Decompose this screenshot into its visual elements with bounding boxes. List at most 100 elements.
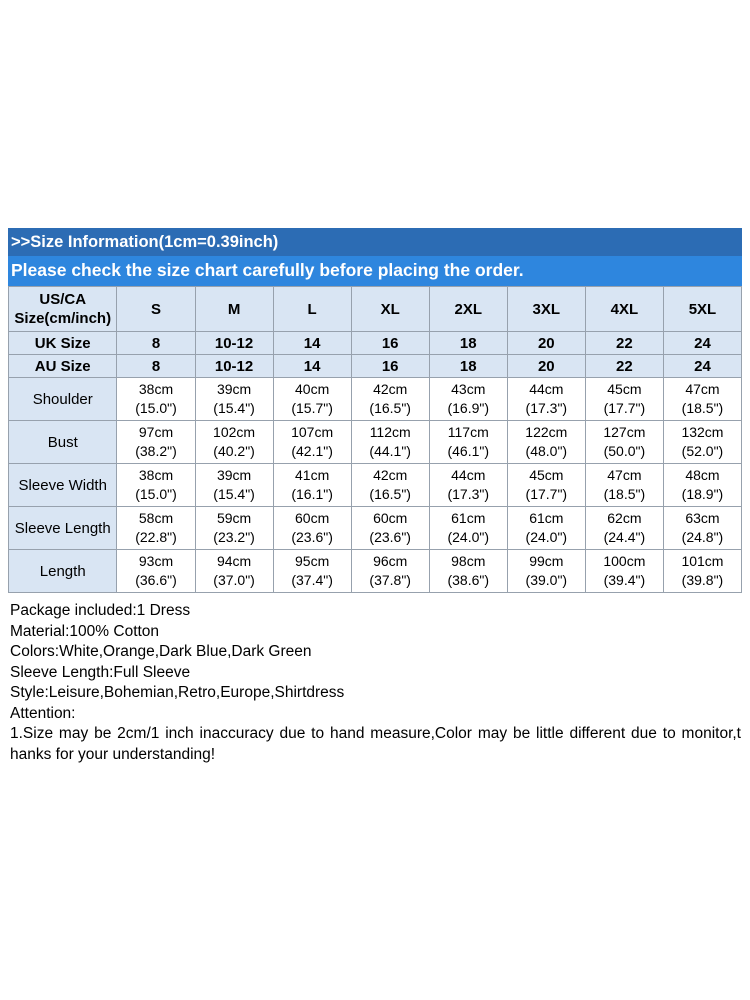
cm-value: 102cm xyxy=(213,424,256,440)
region-size-value: 8 xyxy=(116,354,196,378)
inch-value: (24.0") xyxy=(525,529,568,545)
inch-value: (17.3") xyxy=(447,486,490,502)
inch-value: (39.8") xyxy=(681,572,724,588)
details-line: Colors:White,Orange,Dark Blue,Dark Green xyxy=(10,643,312,660)
inch-value: (36.6") xyxy=(135,572,177,588)
measurement-cell: 61cm (24.0") xyxy=(428,506,508,550)
inch-value: (17.7") xyxy=(603,400,646,416)
inch-value: (37.0") xyxy=(213,572,255,588)
inch-value: (16.5") xyxy=(369,486,411,502)
cm-value: 38cm xyxy=(138,467,174,483)
size-column-header: S xyxy=(116,286,196,332)
measurement-cell: 117cm (46.1") xyxy=(428,420,508,464)
details-line: Package included:1 Dress xyxy=(10,602,191,619)
cm-value: 63cm xyxy=(685,510,720,526)
details-line: Attention: xyxy=(10,704,76,722)
size-column-header: 4XL xyxy=(584,286,664,332)
measurement-cell: 99cm (39.0") xyxy=(506,549,586,593)
cm-value: 39cm xyxy=(216,467,252,483)
inch-value: (15.7") xyxy=(291,400,333,416)
measurement-cell: 44cm (17.3") xyxy=(506,377,586,421)
cm-value: 40cm xyxy=(295,381,330,397)
inch-value: (39.0") xyxy=(525,572,568,588)
cm-value: 44cm xyxy=(451,467,486,483)
cm-value: 45cm xyxy=(529,467,564,483)
measurement-cell: 112cm (44.1") xyxy=(350,420,430,464)
corner-header: US/CA Size(cm/inch) xyxy=(7,286,118,332)
measurement-cell: 63cm (24.8") xyxy=(662,506,743,550)
inch-value: (24.4") xyxy=(603,529,646,545)
measurement-cell: 38cm (15.0") xyxy=(116,377,196,421)
corner-header-line-2: Size(cm/inch) xyxy=(14,310,112,327)
measurement-cell: 47cm (18.5") xyxy=(584,463,664,507)
cm-value: 62cm xyxy=(607,510,642,526)
region-size-value: 24 xyxy=(662,354,743,378)
cm-value: 107cm xyxy=(291,424,334,440)
size-table-body: US/CA Size(cm/inch) S M L XL 2XL 3XL 4XL 5XL UK Si… xyxy=(7,286,743,593)
measurement-cell: 39cm (15.4") xyxy=(194,377,274,421)
measurement-row-label: Bust xyxy=(7,420,118,464)
details-line: Sleeve Length:Full Sleeve xyxy=(10,663,191,681)
region-size-value: 10-12 xyxy=(194,354,274,378)
measurement-cell: 101cm (39.8") xyxy=(662,549,743,593)
measurement-cell: 48cm (18.9") xyxy=(662,463,743,507)
measurement-cell: 44cm (17.3") xyxy=(428,463,508,507)
cm-value: 132cm xyxy=(681,424,724,440)
measurement-cell: 61cm (24.0") xyxy=(506,506,586,550)
inch-value: (37.4") xyxy=(291,572,333,588)
details-line: 1.Size may be 2cm/1 inch inaccuracy due … xyxy=(10,725,741,742)
measurement-cell: 39cm (15.4") xyxy=(194,463,274,507)
size-chart-header-row: US/CA Size(cm/inch) S M L XL 2XL 3XL 4XL 5XL xyxy=(7,286,743,332)
measurement-cell: 107cm (42.1") xyxy=(272,420,352,464)
region-size-value: 22 xyxy=(584,331,664,355)
measurement-cell: 41cm (16.1") xyxy=(272,463,352,507)
cm-value: 100cm xyxy=(603,553,646,569)
region-row-label: UK Size xyxy=(7,331,118,355)
region-size-value: 10-12 xyxy=(194,331,274,355)
region-row-label: AU Size xyxy=(7,354,118,378)
inch-value: (23.2") xyxy=(213,529,255,545)
measurement-row: Sleeve Width 38cm (15.0") 39cm (15.4") 41cm (1… xyxy=(7,463,743,507)
inch-value: (38.2") xyxy=(135,443,177,459)
cm-value: 60cm xyxy=(295,510,330,526)
measurement-row-label: Shoulder xyxy=(7,377,118,421)
inch-value: (18.5") xyxy=(681,400,724,416)
cm-value: 58cm xyxy=(138,510,174,526)
cm-value: 47cm xyxy=(685,381,720,397)
inch-value: (22.8") xyxy=(135,529,177,545)
cm-value: 122cm xyxy=(525,424,568,440)
cm-value: 48cm xyxy=(685,467,720,483)
inch-value: (24.0") xyxy=(447,529,490,545)
cm-value: 61cm xyxy=(529,510,564,526)
cm-value: 39cm xyxy=(216,381,252,397)
measurement-cell: 45cm (17.7") xyxy=(506,463,586,507)
inch-value: (39.4") xyxy=(603,572,646,588)
region-size-value: 14 xyxy=(272,331,352,355)
size-column-header: 3XL xyxy=(506,286,586,332)
details-block: Package included:1 Dress Material:100% Co… xyxy=(8,598,742,765)
measurement-row-label: Sleeve Width xyxy=(7,463,118,507)
inch-value: (48.0") xyxy=(525,443,568,459)
measurement-row-label: Length xyxy=(7,549,118,593)
measurement-cell: 43cm (16.9") xyxy=(428,377,508,421)
measurement-cell: 102cm (40.2") xyxy=(194,420,274,464)
cm-value: 60cm xyxy=(373,510,408,526)
cm-value: 45cm xyxy=(607,381,642,397)
cm-value: 42cm xyxy=(373,381,408,397)
measurement-cell: 95cm (37.4") xyxy=(272,549,352,593)
cm-value: 59cm xyxy=(216,510,252,526)
cm-value: 117cm xyxy=(447,424,489,440)
details-line: Style:Leisure,Bohemian,Retro,Europe,Shir… xyxy=(10,684,345,701)
region-size-value: 14 xyxy=(272,354,352,378)
measurement-cell: 98cm (38.6") xyxy=(428,549,508,593)
measurement-cell: 45cm (17.7") xyxy=(584,377,664,421)
size-information-banner: >>Size Information(1cm=0.39inch) xyxy=(8,228,742,256)
measurement-cell: 60cm (23.6") xyxy=(272,506,352,550)
cm-value: 101cm xyxy=(681,553,724,569)
details-line: Material:100% Cotton xyxy=(10,622,160,640)
cm-value: 96cm xyxy=(373,553,408,569)
measurement-row: Sleeve Length 58cm (22.8") 59cm (23.2") 60cm (… xyxy=(7,506,743,550)
cm-value: 43cm xyxy=(451,381,486,397)
region-size-row: AU Size 8 10-12 14 16 18 20 22 24 xyxy=(7,354,743,378)
measurement-cell: 47cm (18.5") xyxy=(662,377,743,421)
